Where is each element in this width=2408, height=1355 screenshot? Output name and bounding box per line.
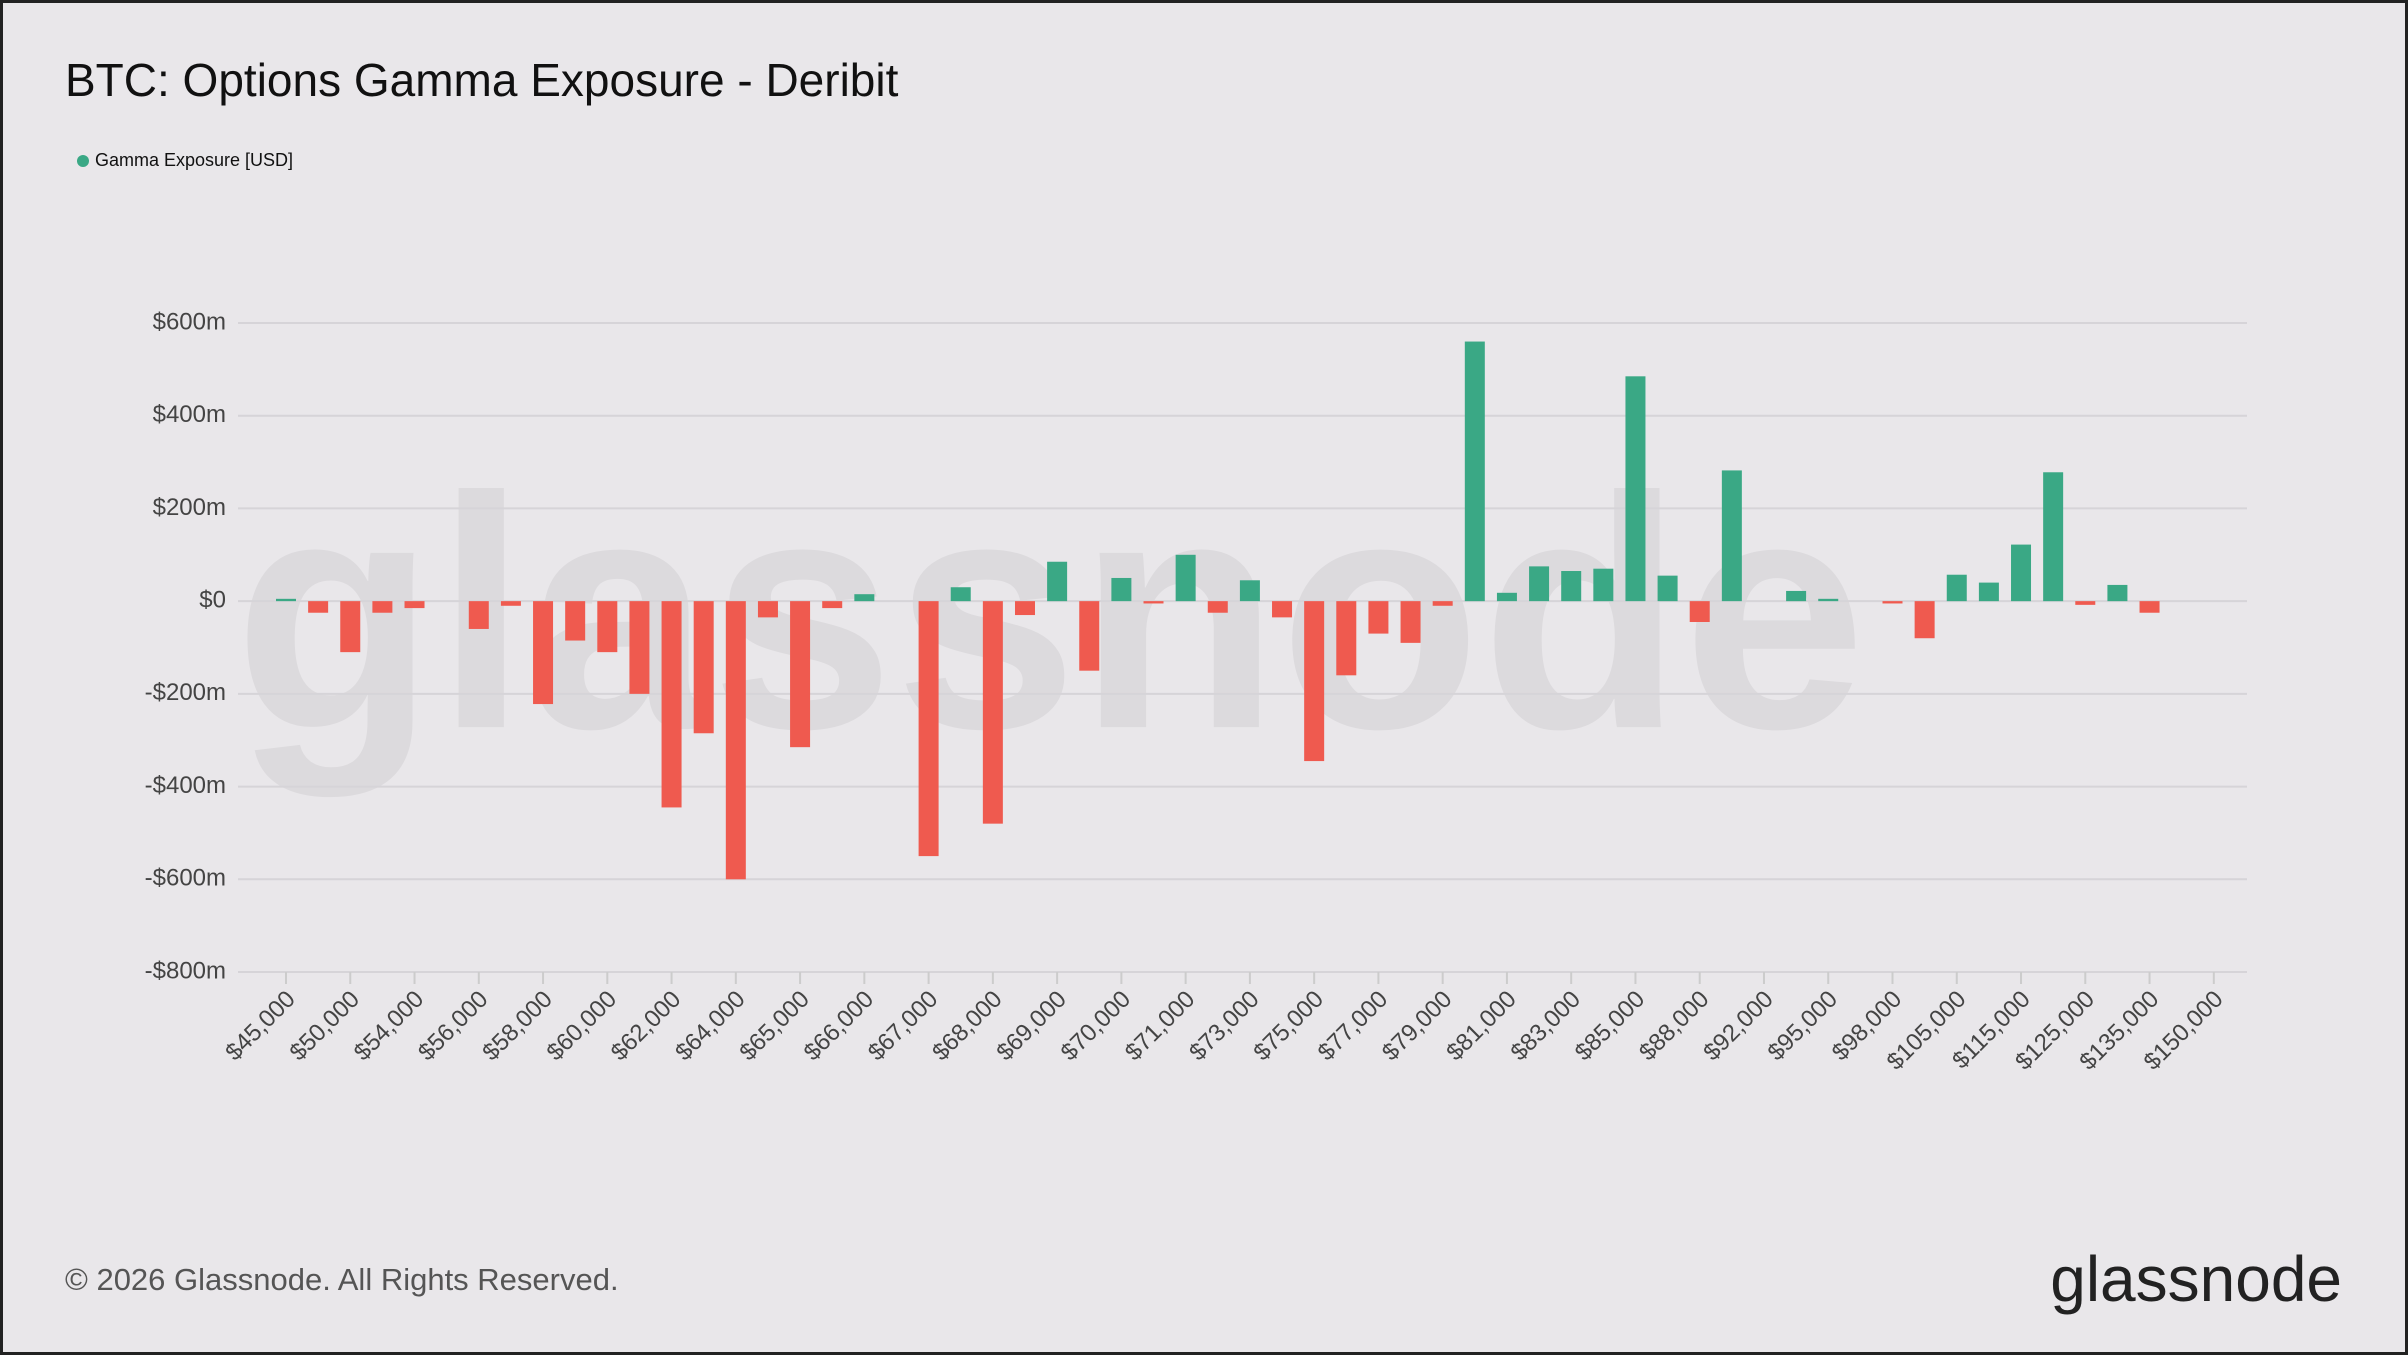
footer: © 2026 Glassnode. All Rights Reserved. <box>65 1262 619 1297</box>
bar <box>597 601 618 653</box>
bar <box>1304 601 1325 762</box>
logo: glassnode <box>2050 1243 2342 1315</box>
bar <box>533 601 554 705</box>
y-tick-label: -$400m <box>145 772 226 799</box>
bar <box>1047 561 1068 602</box>
bar <box>308 601 329 613</box>
bar <box>854 594 875 602</box>
bar <box>2139 601 2160 613</box>
bar <box>1368 601 1389 634</box>
bar <box>404 601 425 609</box>
bar <box>1657 575 1678 602</box>
bar <box>1625 376 1646 602</box>
bar <box>1079 601 1100 671</box>
bar <box>340 601 361 653</box>
y-tick-label: $200m <box>153 494 226 521</box>
bar <box>790 601 811 748</box>
bar <box>1239 580 1260 602</box>
bar <box>1818 598 1839 602</box>
bar <box>1689 601 1710 623</box>
bar <box>1786 590 1807 602</box>
bar <box>693 601 714 734</box>
bar <box>950 587 971 602</box>
bar <box>1143 601 1164 604</box>
bar <box>1882 601 1903 604</box>
legend-marker <box>77 155 89 167</box>
bar <box>2043 472 2064 602</box>
bar <box>725 601 746 880</box>
bar <box>1978 582 1999 602</box>
bar <box>1111 577 1132 602</box>
bar <box>1014 601 1035 616</box>
bar <box>276 598 296 602</box>
bar <box>2011 544 2032 602</box>
bar <box>918 601 939 857</box>
bar <box>1561 571 1582 602</box>
bar <box>1464 341 1485 602</box>
watermark: glassnode <box>234 428 1866 799</box>
bar <box>982 601 1003 824</box>
bar <box>1946 574 1967 602</box>
y-tick-label: $400m <box>153 401 226 428</box>
y-tick-label: $0 <box>199 586 226 613</box>
chart-title: BTC: Options Gamma Exposure - Deribit <box>65 54 899 106</box>
y-tick-label: -$800m <box>145 957 226 984</box>
bar <box>1175 554 1196 602</box>
y-tick-label: -$200m <box>145 679 226 706</box>
bar <box>757 601 778 618</box>
bar <box>2107 584 2128 602</box>
y-tick-label: $600m <box>153 308 226 335</box>
bar <box>468 601 489 629</box>
bar <box>1593 568 1614 602</box>
bar <box>372 601 393 613</box>
bar <box>1529 566 1550 602</box>
bar <box>822 601 843 609</box>
bar <box>1336 601 1357 676</box>
bar <box>1207 601 1228 613</box>
bar <box>661 601 682 808</box>
bar <box>1432 601 1453 606</box>
bar <box>1272 601 1293 618</box>
bar <box>565 601 586 641</box>
y-tick-label: -$600m <box>145 865 226 892</box>
bar <box>1914 601 1935 639</box>
bar <box>1400 601 1421 643</box>
bar <box>1721 470 1742 602</box>
legend-label: Gamma Exposure [USD] <box>95 150 293 170</box>
bar <box>500 601 521 606</box>
bar <box>1496 592 1517 602</box>
bar <box>2075 601 2096 605</box>
bar <box>629 601 650 694</box>
